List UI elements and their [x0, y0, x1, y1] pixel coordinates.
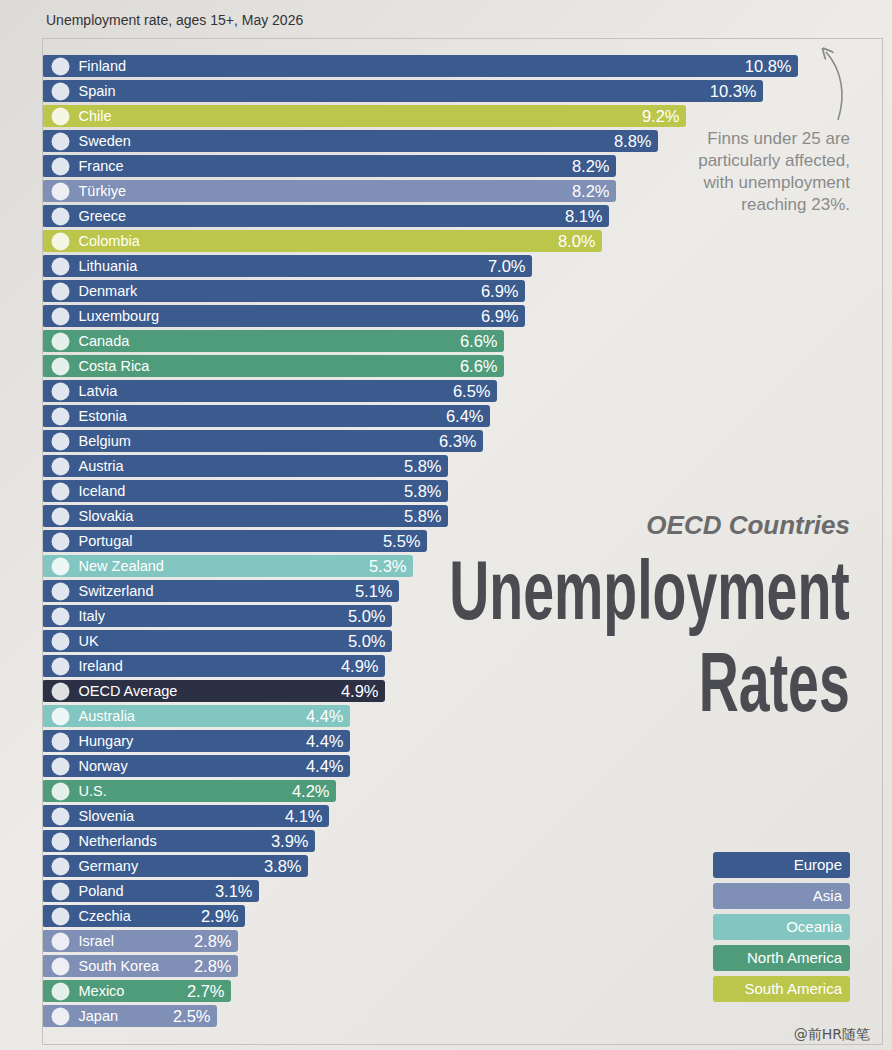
- svg-text:Ireland: Ireland: [79, 658, 123, 674]
- svg-text:6.9%: 6.9%: [481, 307, 519, 325]
- svg-text:2.7%: 2.7%: [187, 982, 225, 1000]
- svg-text:Finland: Finland: [79, 58, 127, 74]
- svg-text:3.1%: 3.1%: [215, 882, 253, 900]
- svg-text:Chile: Chile: [79, 108, 112, 124]
- svg-text:5.8%: 5.8%: [404, 482, 442, 500]
- svg-text:Japan: Japan: [79, 1008, 119, 1024]
- svg-text:Spain: Spain: [79, 83, 116, 99]
- svg-text:Poland: Poland: [79, 883, 124, 899]
- html-text:South America: South America: [744, 980, 842, 997]
- html-text:Unemployment rate, ages 15+, M: Unemployment rate, ages 15+, May 2026: [46, 12, 304, 28]
- svg-text:8.0%: 8.0%: [558, 232, 596, 250]
- svg-text:Australia: Australia: [79, 708, 136, 724]
- svg-text:Canada: Canada: [79, 333, 131, 349]
- svg-text:10.3%: 10.3%: [710, 82, 757, 100]
- svg-text:Slovenia: Slovenia: [79, 808, 136, 824]
- svg-text:Czechia: Czechia: [79, 908, 132, 924]
- svg-text:5.0%: 5.0%: [348, 607, 386, 625]
- svg-text:Luxembourg: Luxembourg: [79, 308, 160, 324]
- svg-text:Iceland: Iceland: [79, 483, 126, 499]
- svg-text:4.9%: 4.9%: [341, 657, 379, 675]
- svg-text:Sweden: Sweden: [79, 133, 131, 149]
- svg-text:Estonia: Estonia: [79, 408, 128, 424]
- html-text:Rates: Rates: [699, 635, 850, 729]
- svg-text:Germany: Germany: [79, 858, 139, 874]
- svg-text:6.3%: 6.3%: [439, 432, 477, 450]
- svg-text:7.0%: 7.0%: [488, 257, 526, 275]
- html-text:Asia: Asia: [812, 887, 842, 904]
- svg-text:Latvia: Latvia: [79, 383, 119, 399]
- svg-text:OECD Average: OECD Average: [79, 683, 178, 699]
- svg-text:Colombia: Colombia: [79, 233, 141, 249]
- svg-text:6.6%: 6.6%: [460, 357, 498, 375]
- svg-text:9.2%: 9.2%: [642, 107, 680, 125]
- svg-text:8.1%: 8.1%: [565, 207, 603, 225]
- svg-text:8.2%: 8.2%: [572, 182, 610, 200]
- svg-text:Norway: Norway: [79, 758, 129, 774]
- svg-text:5.0%: 5.0%: [348, 632, 386, 650]
- svg-text:New Zealand: New Zealand: [79, 558, 164, 574]
- html-text:Finns under 25 are particularl: Finns under 25 are particularly affected…: [698, 129, 850, 214]
- svg-text:2.8%: 2.8%: [194, 932, 232, 950]
- svg-text:Israel: Israel: [79, 933, 114, 949]
- svg-text:6.4%: 6.4%: [446, 407, 484, 425]
- svg-text:4.2%: 4.2%: [292, 782, 330, 800]
- svg-text:Denmark: Denmark: [79, 283, 139, 299]
- svg-text:6.6%: 6.6%: [460, 332, 498, 350]
- svg-text:Greece: Greece: [79, 208, 127, 224]
- svg-text:South Korea: South Korea: [79, 958, 161, 974]
- svg-text:U.S.: U.S.: [79, 783, 107, 799]
- svg-text:Portugal: Portugal: [79, 533, 133, 549]
- svg-text:2.5%: 2.5%: [173, 1007, 211, 1025]
- svg-text:Italy: Italy: [79, 608, 106, 624]
- svg-text:4.4%: 4.4%: [306, 707, 344, 725]
- html-text:OECD Countries: OECD Countries: [646, 510, 850, 540]
- svg-text:Costa Rica: Costa Rica: [79, 358, 151, 374]
- svg-text:Türkiye: Türkiye: [79, 183, 127, 199]
- svg-text:Austria: Austria: [79, 458, 125, 474]
- html-text:Europe: Europe: [793, 856, 842, 873]
- svg-text:France: France: [79, 158, 124, 174]
- html-text:@前HR随笔: @前HR随笔: [793, 1026, 870, 1042]
- svg-text:5.1%: 5.1%: [355, 582, 393, 600]
- svg-text:3.9%: 3.9%: [271, 832, 309, 850]
- svg-text:2.8%: 2.8%: [194, 957, 232, 975]
- svg-text:Hungary: Hungary: [79, 733, 135, 749]
- svg-text:Mexico: Mexico: [79, 983, 125, 999]
- svg-text:5.8%: 5.8%: [404, 457, 442, 475]
- svg-text:5.8%: 5.8%: [404, 507, 442, 525]
- html-text:Unemployment: Unemployment: [449, 543, 850, 637]
- html-text:North America: North America: [747, 949, 842, 966]
- html-text:Oceania: Oceania: [786, 918, 842, 935]
- svg-text:6.9%: 6.9%: [481, 282, 519, 300]
- svg-text:4.4%: 4.4%: [306, 732, 344, 750]
- svg-text:5.3%: 5.3%: [369, 557, 407, 575]
- svg-text:3.8%: 3.8%: [264, 857, 302, 875]
- svg-text:8.2%: 8.2%: [572, 157, 610, 175]
- svg-text:Slovakia: Slovakia: [79, 508, 135, 524]
- svg-text:2.9%: 2.9%: [201, 907, 239, 925]
- svg-text:Belgium: Belgium: [79, 433, 131, 449]
- svg-text:Lithuania: Lithuania: [79, 258, 139, 274]
- svg-text:6.5%: 6.5%: [453, 382, 491, 400]
- svg-text:Netherlands: Netherlands: [79, 833, 157, 849]
- svg-text:Switzerland: Switzerland: [79, 583, 154, 599]
- svg-text:UK: UK: [79, 633, 99, 649]
- svg-text:4.9%: 4.9%: [341, 682, 379, 700]
- svg-text:4.1%: 4.1%: [285, 807, 323, 825]
- svg-text:8.8%: 8.8%: [614, 132, 652, 150]
- svg-text:10.8%: 10.8%: [745, 57, 792, 75]
- svg-text:4.4%: 4.4%: [306, 757, 344, 775]
- svg-text:5.5%: 5.5%: [383, 532, 421, 550]
